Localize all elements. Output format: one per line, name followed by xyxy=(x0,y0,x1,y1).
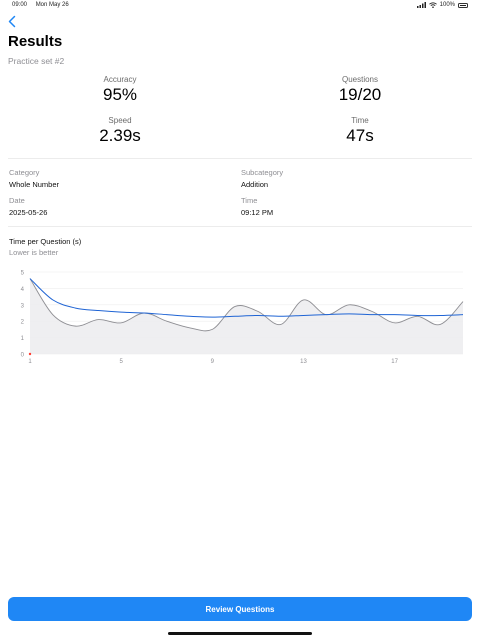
y-tick-label: 4 xyxy=(21,287,25,293)
wifi-icon xyxy=(428,2,437,8)
category-info: Category Whole Number xyxy=(9,168,59,189)
back-button[interactable] xyxy=(5,14,21,30)
time-stat: Time 47s xyxy=(260,116,460,146)
time-of-day-label: Time xyxy=(241,196,258,205)
speed-value: 2.39s xyxy=(99,126,141,145)
status-time: 09:00 xyxy=(12,2,28,8)
accuracy-stat: Accuracy 95% xyxy=(20,75,220,105)
review-questions-button[interactable]: Review Questions xyxy=(8,597,472,621)
subcategory-label: Subcategory xyxy=(241,168,284,177)
category-label: Category xyxy=(9,168,40,177)
y-tick-label: 1 xyxy=(21,336,25,342)
y-tick-label: 3 xyxy=(21,303,25,309)
questions-value: 19/20 xyxy=(338,85,382,104)
page-title: Results xyxy=(8,33,63,50)
signal-icon xyxy=(416,2,426,8)
questions-label: Questions xyxy=(341,75,379,84)
date-value: 2025-05-26 xyxy=(9,208,48,217)
divider xyxy=(8,226,472,227)
x-tick-label: 13 xyxy=(300,359,307,365)
speed-stat: Speed 2.39s xyxy=(20,116,220,146)
time-value: 47s xyxy=(346,126,374,145)
divider xyxy=(8,158,472,159)
subcategory-value: Addition xyxy=(241,180,269,189)
chart-subtitle: Lower is better xyxy=(9,248,59,257)
x-tick-label: 17 xyxy=(391,359,398,365)
time-of-day-value: 09:12 PM xyxy=(241,208,274,217)
date-label: Date xyxy=(9,196,25,205)
home-indicator xyxy=(168,632,312,635)
origin-point xyxy=(28,352,32,356)
speed-label: Speed xyxy=(108,116,132,125)
series-area xyxy=(30,278,463,354)
accuracy-label: Accuracy xyxy=(103,75,137,84)
questions-stat: Questions 19/20 xyxy=(260,75,460,105)
date-info: Date 2025-05-26 xyxy=(9,196,47,217)
status-date: Mon May 26 xyxy=(35,2,69,8)
page-subtitle: Practice set #2 xyxy=(8,56,65,66)
battery-percentage: 100% xyxy=(439,2,455,8)
series-line-raw xyxy=(29,278,464,332)
y-tick-label: 0 xyxy=(21,353,25,359)
x-tick-label: 1 xyxy=(28,359,32,365)
series-line-trend xyxy=(29,278,464,318)
chevron-left-icon xyxy=(8,15,16,28)
subcategory-info: Subcategory Addition xyxy=(241,168,283,189)
x-tick-label: 5 xyxy=(119,359,123,365)
y-tick-label: 5 xyxy=(21,271,25,277)
time-info: Time 09:12 PM xyxy=(241,196,273,217)
battery-icon xyxy=(458,2,468,8)
x-tick-label: 9 xyxy=(211,359,215,365)
time-label: Time xyxy=(351,116,369,125)
chart-title: Time per Question (s) xyxy=(9,237,82,246)
status-bar: 09:00 Mon May 26 100% xyxy=(0,0,480,12)
accuracy-value: 95% xyxy=(102,85,138,104)
category-value: Whole Number xyxy=(9,180,60,189)
y-tick-label: 2 xyxy=(21,320,25,326)
